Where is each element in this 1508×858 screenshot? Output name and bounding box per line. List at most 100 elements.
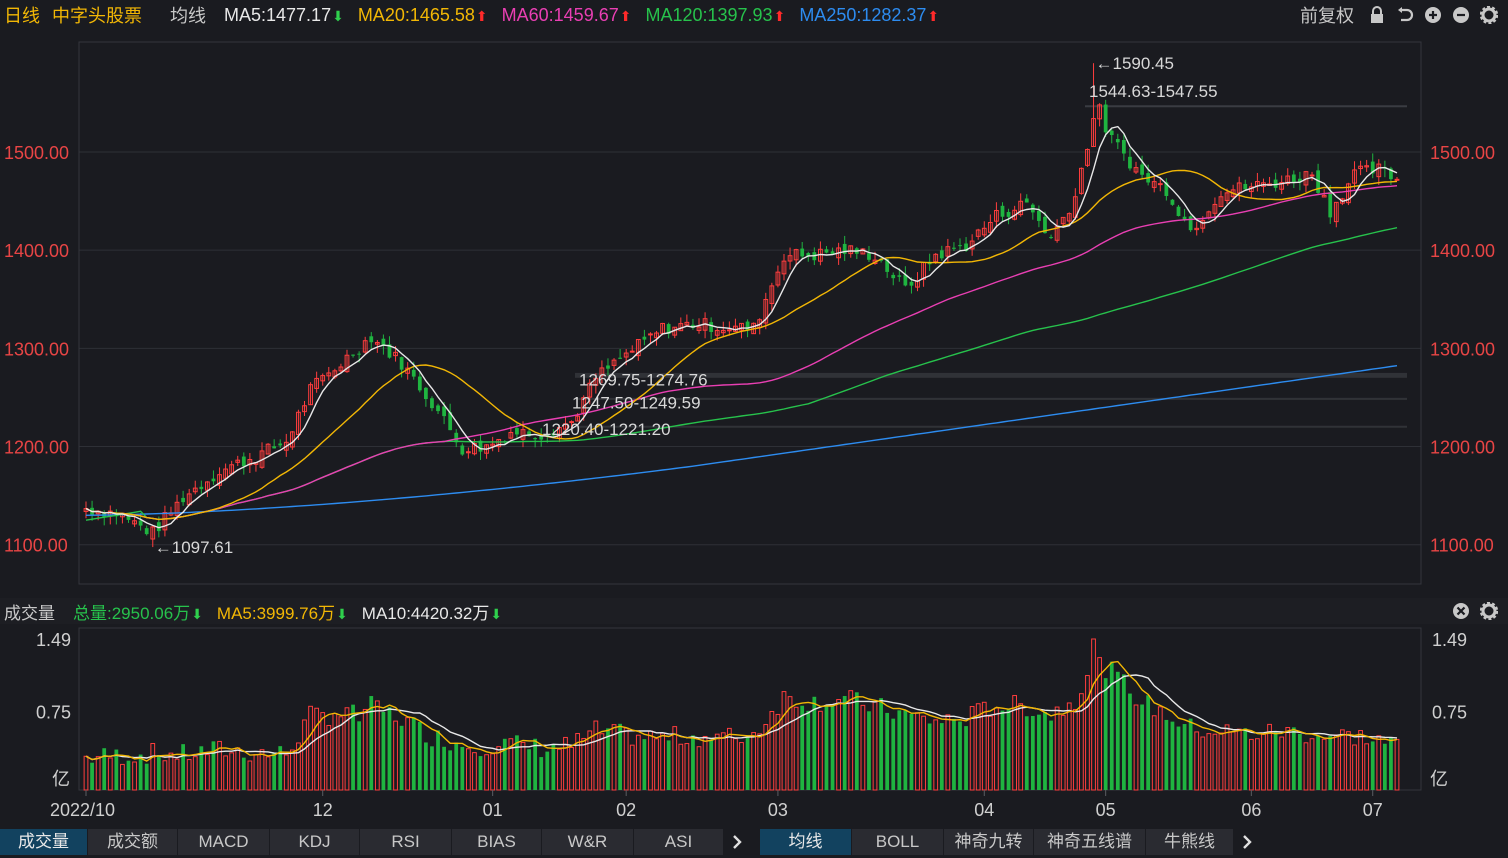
- zoom-in-icon[interactable]: [1422, 4, 1444, 26]
- volume-ma10: MA10:4420.32万⬇: [361, 603, 503, 623]
- volume-bar: [854, 692, 859, 790]
- tab-indicator-6[interactable]: W&R: [542, 829, 634, 855]
- volume-bar: [1024, 716, 1029, 790]
- volume-bar: [533, 738, 538, 790]
- close-icon[interactable]: [1450, 600, 1472, 622]
- price-chart[interactable]: 1100.00 1100.00 1200.00 1200.00 1300.00 1300.…: [0, 30, 1508, 598]
- volume-bar: [1115, 671, 1120, 790]
- volume-bar: [909, 713, 914, 790]
- tab-overlay-0[interactable]: 均线: [760, 829, 852, 855]
- candle-body: [320, 375, 326, 382]
- candle-body: [909, 281, 914, 286]
- volume-tick-left: 1.49: [36, 630, 71, 650]
- tab-overlay-1[interactable]: BOLL: [852, 829, 944, 855]
- candle-body: [1121, 140, 1126, 154]
- tab-overlay-4[interactable]: 牛熊线: [1146, 829, 1234, 855]
- volume-bar: [842, 696, 847, 790]
- candle-body: [745, 321, 750, 331]
- candle-body: [714, 330, 720, 336]
- volume-chart[interactable]: 0.75 0.75 1.49 1.49 亿 亿 2022/10 12 01 02 03 04 05 06…: [0, 624, 1508, 826]
- volume-bar: [411, 717, 416, 790]
- candle-body: [1097, 104, 1102, 120]
- volume-bar: [217, 740, 222, 791]
- candle-body: [1128, 156, 1132, 169]
- candle-body: [952, 247, 956, 249]
- candle-body: [1024, 198, 1029, 203]
- volume-bar: [1194, 731, 1200, 791]
- volume-bar: [1109, 661, 1114, 790]
- candle-body: [362, 340, 368, 353]
- undo-icon[interactable]: [1394, 4, 1416, 26]
- zoom-out-icon[interactable]: [1450, 4, 1472, 26]
- volume-bar: [557, 748, 562, 791]
- volume-bar: [787, 696, 793, 791]
- arrow-up-icon: ⬆: [475, 7, 488, 24]
- volume-bar: [763, 724, 769, 791]
- chevron-right-icon[interactable]: [724, 829, 750, 855]
- volume-bar: [192, 756, 198, 791]
- candle-body: [787, 255, 793, 262]
- volume-bar: [1164, 719, 1169, 790]
- volume-bar: [563, 736, 568, 791]
- candle-body: [235, 459, 241, 463]
- candle-body: [1176, 206, 1181, 217]
- volume-bar: [229, 752, 235, 791]
- volume-bar: [102, 748, 107, 790]
- range-label: 1220.40-1221.20: [542, 420, 671, 439]
- candle-body: [126, 515, 131, 520]
- candle-body: [289, 431, 295, 448]
- volume-bar: [678, 743, 684, 791]
- gear-icon[interactable]: [1478, 600, 1500, 622]
- chevron-right-icon[interactable]: [1234, 829, 1260, 855]
- volume-bar: [156, 755, 161, 790]
- volume-bar: [969, 706, 975, 791]
- volume-bar: [769, 710, 775, 791]
- volume-bar: [635, 734, 641, 791]
- volume-bar: [611, 724, 617, 791]
- candle-body: [199, 486, 204, 490]
- tab-indicator-0[interactable]: 成交量: [0, 829, 88, 855]
- volume-bar: [800, 705, 805, 790]
- candles: [83, 63, 1400, 548]
- gear-icon[interactable]: [1478, 4, 1500, 26]
- volume-bar: [308, 705, 313, 791]
- volume-bar: [709, 739, 714, 790]
- volume-bar: [205, 754, 210, 791]
- volume-tick-right: 0.75: [1432, 703, 1467, 723]
- tab-indicator-3[interactable]: KDJ: [270, 829, 360, 855]
- period-label[interactable]: 日线: [4, 6, 40, 26]
- indicator-label[interactable]: 均线: [170, 6, 206, 26]
- adjust-button[interactable]: 前复权: [1300, 6, 1354, 26]
- volume-total: 总量:2950.06万⬇: [73, 603, 203, 623]
- price-tick-left: 1400.00: [4, 241, 69, 261]
- volume-bar: [599, 733, 605, 791]
- volume-bar: [545, 751, 550, 790]
- tab-overlay-3[interactable]: 神奇五线谱: [1034, 829, 1146, 855]
- volume-bar: [551, 744, 556, 790]
- candle-body: [338, 366, 344, 372]
- tab-indicator-1[interactable]: 成交额: [88, 829, 178, 855]
- tab-indicator-5[interactable]: BIAS: [452, 829, 542, 855]
- tab-indicator-7[interactable]: ASI: [634, 829, 724, 855]
- volume-bar: [120, 763, 125, 791]
- volume-bar: [381, 711, 386, 790]
- volume-bar: [751, 732, 757, 791]
- candle-body: [430, 398, 434, 409]
- volume-bar: [1176, 726, 1181, 790]
- candle-body: [885, 259, 890, 272]
- candle-body: [763, 298, 769, 324]
- volume-bar: [1382, 743, 1387, 790]
- tab-overlay-2[interactable]: 神奇九转: [944, 829, 1034, 855]
- tab-indicator-2[interactable]: MACD: [178, 829, 270, 855]
- candle-body: [1376, 163, 1382, 178]
- volume-tick-right: 1.49: [1432, 630, 1467, 650]
- volume-bar: [338, 716, 344, 791]
- candle-body: [144, 528, 149, 535]
- candle-body: [635, 339, 641, 357]
- candle-body: [958, 245, 962, 247]
- candle-body: [205, 481, 210, 491]
- volume-bar: [714, 733, 720, 791]
- lock-icon[interactable]: [1366, 4, 1388, 26]
- volume-bar: [1200, 736, 1206, 791]
- tab-indicator-4[interactable]: RSI: [360, 829, 452, 855]
